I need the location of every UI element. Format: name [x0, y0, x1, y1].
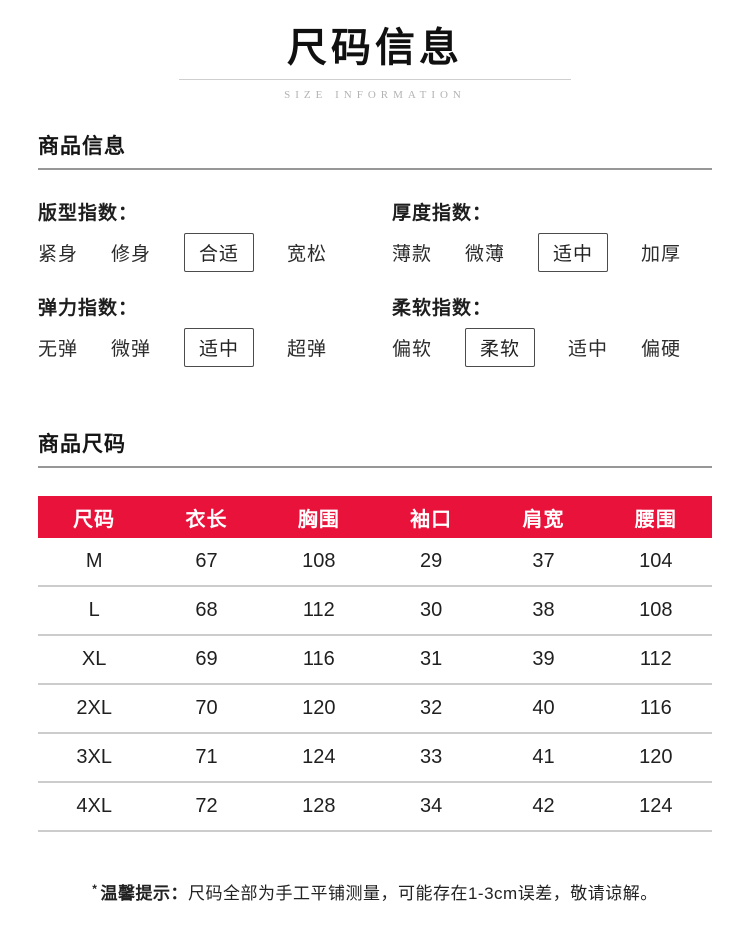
- index-label: 版型指数：: [38, 203, 139, 224]
- size-table-header-cell: 衣长: [185, 508, 228, 531]
- index-group: 柔软指数： 偏软 柔软 适中 偏硬: [392, 293, 712, 367]
- index-option-selected: 合适: [184, 232, 255, 272]
- index-option: 加厚: [641, 243, 682, 265]
- page-title: 尺码信息: [287, 26, 463, 70]
- size-value-cell: 38: [532, 599, 555, 621]
- index-option: 微薄: [465, 243, 506, 265]
- size-label-cell: 3XL: [76, 746, 112, 768]
- product-info-section: 商品信息 版型指数： 紧身 修身 合适 宽松 厚度指数： 薄款 微薄 适中 加厚 弹力指数： 无弹 微弹…: [38, 130, 712, 367]
- page-subtitle: SIZE INFORMATION: [284, 89, 466, 101]
- size-value-cell: 108: [639, 599, 673, 621]
- size-value-cell: 34: [420, 795, 443, 817]
- title-divider: [179, 79, 571, 80]
- index-option: 适中: [568, 338, 609, 360]
- index-option: 微弹: [111, 338, 152, 360]
- size-value-cell: 42: [532, 795, 555, 817]
- size-value-cell: 37: [532, 550, 555, 572]
- index-label: 弹力指数：: [38, 298, 139, 319]
- index-group: 弹力指数： 无弹 微弹 适中 超弹: [38, 293, 358, 367]
- product-size-section: 商品尺码 尺码 衣长 胸围 袖口 肩宽 腰围 M 67 108 29 37 104 L 68 112 30 38…: [38, 428, 712, 832]
- index-option: 宽松: [287, 243, 328, 265]
- size-value-cell: 31: [420, 648, 443, 670]
- footnote-label: 温馨提示：: [100, 884, 188, 903]
- index-options: 薄款 微薄 适中 加厚: [392, 232, 712, 272]
- size-table-header-cell: 胸围: [297, 508, 340, 531]
- size-value-cell: 120: [302, 697, 336, 719]
- size-table-header-cell: 腰围: [634, 508, 677, 531]
- index-options: 无弹 微弹 适中 超弹: [38, 327, 358, 367]
- size-value-cell: 30: [420, 599, 443, 621]
- size-value-cell: 124: [639, 795, 673, 817]
- size-value-cell: 116: [639, 697, 672, 719]
- size-table-header: 尺码 衣长 胸围 袖口 肩宽 腰围: [38, 496, 712, 538]
- size-table: 尺码 衣长 胸围 袖口 肩宽 腰围 M 67 108 29 37 104 L 68 112 30 38 108 XL…: [38, 496, 712, 832]
- size-value-cell: 33: [420, 746, 443, 768]
- index-group: 版型指数： 紧身 修身 合适 宽松: [38, 198, 358, 272]
- section-title-product-info: 商品信息: [38, 135, 126, 158]
- size-table-header-cell: 肩宽: [522, 508, 565, 531]
- index-label: 柔软指数：: [392, 298, 493, 319]
- section-title-product-size: 商品尺码: [38, 433, 126, 456]
- size-value-cell: 32: [420, 697, 443, 719]
- table-row: 4XL 72 128 34 42 124: [38, 783, 712, 832]
- index-option-selected: 适中: [184, 327, 255, 367]
- index-group: 厚度指数： 薄款 微薄 适中 加厚: [392, 198, 712, 272]
- size-value-cell: 67: [195, 550, 218, 572]
- index-option: 薄款: [392, 243, 433, 265]
- size-value-cell: 40: [532, 697, 555, 719]
- index-option: 偏硬: [641, 338, 682, 360]
- footnote-text: 尺码全部为手工平铺测量，可能存在1-3cm误差，敬请谅解。: [187, 884, 658, 903]
- size-value-cell: 39: [532, 648, 555, 670]
- index-option: 紧身: [38, 243, 79, 265]
- size-value-cell: 71: [195, 746, 218, 768]
- table-row: 2XL 70 120 32 40 116: [38, 685, 712, 734]
- title-banner: 尺码信息 SIZE INFORMATION: [38, 26, 712, 101]
- index-options: 偏软 柔软 适中 偏硬: [392, 327, 712, 367]
- section-divider: [38, 466, 712, 468]
- index-option: 无弹: [38, 338, 79, 360]
- indices-grid: 版型指数： 紧身 修身 合适 宽松 厚度指数： 薄款 微薄 适中 加厚 弹力指数： 无弹 微弹 适中 超弹柔…: [38, 198, 712, 367]
- size-value-cell: 112: [639, 648, 672, 670]
- size-label-cell: 2XL: [76, 697, 112, 719]
- size-value-cell: 70: [195, 697, 218, 719]
- size-value-cell: 41: [532, 746, 555, 768]
- index-option-selected: 适中: [538, 232, 609, 272]
- table-row: M 67 108 29 37 104: [38, 538, 712, 587]
- size-value-cell: 112: [302, 599, 335, 621]
- size-value-cell: 128: [302, 795, 336, 817]
- table-row: L 68 112 30 38 108: [38, 587, 712, 636]
- size-table-header-cell: 尺码: [73, 508, 116, 531]
- index-option-selected: 柔软: [465, 327, 536, 367]
- index-label: 厚度指数：: [392, 203, 493, 224]
- size-value-cell: 29: [420, 550, 443, 572]
- index-options: 紧身 修身 合适 宽松: [38, 232, 358, 272]
- size-value-cell: 108: [302, 550, 336, 572]
- size-value-cell: 69: [195, 648, 218, 670]
- section-divider: [38, 168, 712, 170]
- table-row: 3XL 71 124 33 41 120: [38, 734, 712, 783]
- table-row: XL 69 116 31 39 112: [38, 636, 712, 685]
- size-table-header-cell: 袖口: [410, 508, 453, 531]
- size-value-cell: 72: [195, 795, 218, 817]
- size-value-cell: 68: [195, 599, 218, 621]
- size-value-cell: 120: [639, 746, 673, 768]
- index-option: 修身: [111, 243, 152, 265]
- size-label-cell: M: [85, 550, 103, 572]
- size-value-cell: 124: [302, 746, 336, 768]
- size-value-cell: 104: [639, 550, 673, 572]
- size-label-cell: L: [88, 599, 100, 621]
- footnote: * 温馨提示：尺码全部为手工平铺测量，可能存在1-3cm误差，敬请谅解。: [38, 879, 712, 904]
- index-option: 超弹: [287, 338, 328, 360]
- index-option: 偏软: [392, 338, 433, 360]
- size-label-cell: 4XL: [76, 795, 112, 817]
- size-label-cell: XL: [81, 648, 107, 670]
- size-value-cell: 116: [302, 648, 335, 670]
- footnote-asterisk: *: [92, 882, 98, 896]
